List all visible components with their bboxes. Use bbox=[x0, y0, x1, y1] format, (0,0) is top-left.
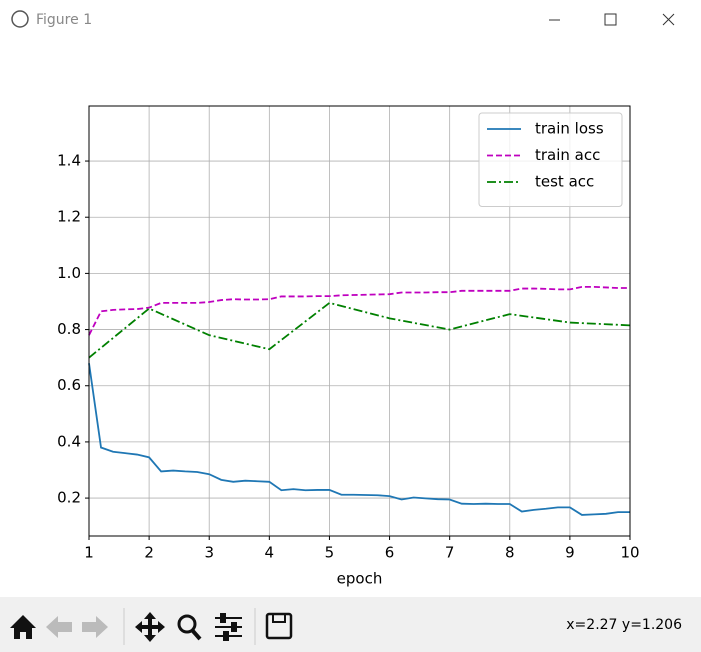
y-tick-label: 0.8 bbox=[57, 320, 81, 338]
home-button[interactable] bbox=[10, 615, 36, 639]
legend: train loss train acc test acc bbox=[478, 112, 623, 207]
x-tick-label: 6 bbox=[385, 544, 395, 562]
x-tick-label: 5 bbox=[325, 544, 335, 562]
y-tick-label: 0.2 bbox=[57, 489, 81, 507]
window-title: Figure 1 bbox=[36, 12, 92, 28]
x-axis-label: epoch bbox=[337, 570, 383, 588]
x-tick-label: 3 bbox=[204, 544, 214, 562]
toolbar-buttons bbox=[10, 608, 293, 645]
y-tick-label: 1.4 bbox=[57, 152, 81, 170]
x-tick-label: 2 bbox=[144, 544, 154, 562]
y-tick-label: 1.0 bbox=[57, 264, 81, 282]
series-line bbox=[88, 301, 631, 359]
series-line bbox=[88, 363, 630, 516]
x-tick-label: 7 bbox=[445, 544, 455, 562]
x-tick-label: 8 bbox=[505, 544, 515, 562]
close-button[interactable] bbox=[662, 13, 675, 26]
plot: 1 2 3 4 5 6 7 8 9 10 0.2 0.4 0.6 0.8 1.0 1.2 1.4 train lo… bbox=[57, 105, 640, 562]
app-icon bbox=[11, 10, 29, 28]
legend-label: train loss bbox=[535, 120, 604, 138]
forward-button[interactable] bbox=[82, 616, 108, 638]
x-tick-label: 10 bbox=[620, 544, 639, 562]
back-button[interactable] bbox=[46, 616, 72, 638]
x-tick-label: 4 bbox=[265, 544, 275, 562]
configure-button[interactable] bbox=[215, 613, 242, 641]
legend-box bbox=[478, 112, 623, 207]
x-tick-label: 9 bbox=[565, 544, 575, 562]
x-tick-label: 1 bbox=[84, 544, 94, 562]
legend-label: train acc bbox=[535, 146, 600, 164]
y-tick-label: 0.6 bbox=[57, 376, 81, 394]
toolbar bbox=[0, 597, 701, 652]
y-tick-label: 1.2 bbox=[57, 208, 81, 226]
legend-label: test acc bbox=[535, 173, 594, 191]
axes-frame bbox=[88, 105, 631, 537]
pan-button[interactable] bbox=[135, 612, 165, 642]
maximize-button[interactable] bbox=[604, 13, 617, 26]
status-text: x=2.27 y=1.206 bbox=[566, 617, 682, 633]
title-bar bbox=[0, 0, 701, 40]
y-tick-label: 0.4 bbox=[57, 432, 81, 450]
zoom-button[interactable] bbox=[177, 614, 197, 634]
